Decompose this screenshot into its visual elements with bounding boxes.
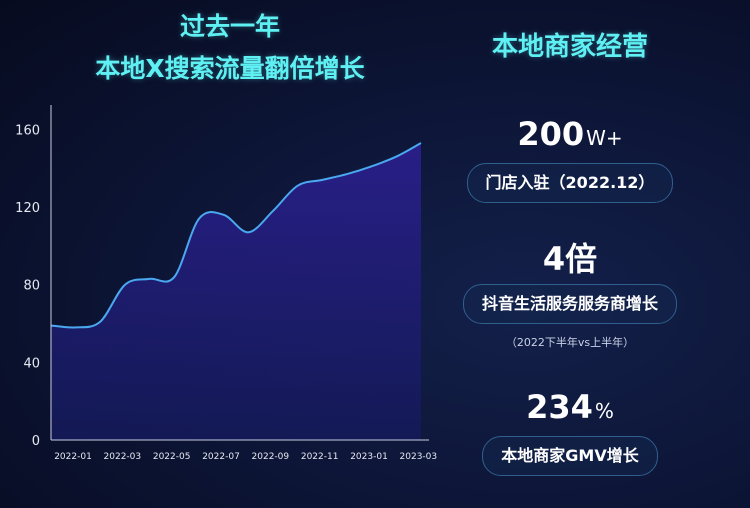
stat-gmv-value: 234%	[526, 388, 614, 426]
area-fill	[51, 143, 421, 440]
y-tick-label-120: 120	[15, 201, 40, 216]
x-tick-label-2022-09: 2022-09	[252, 452, 290, 462]
x-tick-label-2023-03: 2023-03	[400, 452, 438, 462]
x-tick-label-2022-01: 2022-01	[54, 452, 92, 462]
left-title-line2: 本地X搜索流量翻倍增长	[95, 54, 365, 83]
x-tick-label-2022-11: 2022-11	[301, 452, 339, 462]
x-tick-label-2022-05: 2022-05	[153, 452, 191, 462]
stat-gmv: 234% 本地商家GMV增长	[430, 388, 710, 476]
right-title: 本地商家经营	[491, 32, 648, 62]
left-title-line1: 过去一年	[179, 12, 280, 41]
x-tick-label-2023-01: 2023-01	[350, 452, 388, 462]
y-tick-label-40: 40	[23, 356, 40, 371]
stat-providers-value: 4倍	[542, 240, 598, 278]
y-tick-label-160: 160	[15, 123, 40, 138]
x-tick-label-2022-03: 2022-03	[104, 452, 142, 462]
y-tick-label-80: 80	[23, 279, 40, 294]
stat-stores: 200 W+ 门店入驻（2022.12）	[430, 115, 710, 203]
traffic-area-chart: 0 40 80 120 160 2022-01 2022-03 2022-05 2022-07 2…	[15, 105, 438, 462]
stat-stores-label: 门店入驻（2022.12）	[466, 163, 674, 203]
stat-providers-label: 抖音生活服务服务商增长	[462, 284, 677, 324]
stat-providers: 4倍 抖音生活服务服务商增长 （2022下半年vs上半年）	[430, 240, 710, 350]
series-line	[50, 142, 422, 329]
stat-providers-note: （2022下半年vs上半年）	[505, 336, 635, 349]
y-tick-label-0: 0	[32, 434, 40, 449]
stat-gmv-label: 本地商家GMV增长	[482, 436, 658, 476]
stat-stores-value: 200 W+	[517, 115, 623, 153]
x-tick-label-2022-07: 2022-07	[202, 452, 240, 462]
